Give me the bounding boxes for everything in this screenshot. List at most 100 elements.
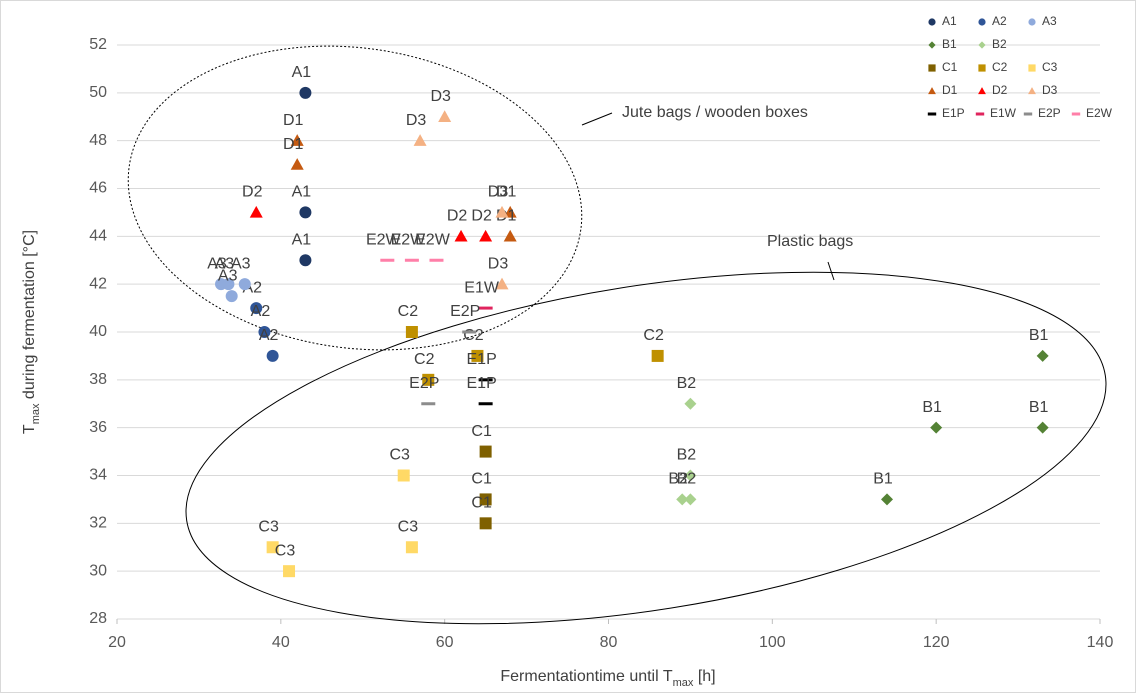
data-label: E2W bbox=[366, 231, 402, 248]
legend-marker bbox=[928, 64, 936, 72]
callout-line bbox=[581, 112, 613, 126]
data-label: D1 bbox=[283, 136, 304, 153]
data-label: C3 bbox=[258, 518, 279, 535]
data-label: D3 bbox=[406, 112, 427, 129]
y-axis-title: Tmax during fermentation [°C] bbox=[21, 230, 42, 434]
legend-label: C1 bbox=[942, 60, 958, 74]
legend-label: E2W bbox=[1086, 106, 1113, 120]
data-label: C1 bbox=[471, 495, 492, 512]
point bbox=[684, 397, 697, 410]
data-label: A3 bbox=[207, 255, 227, 272]
data-label: A1 bbox=[292, 184, 312, 201]
data-label: B2 bbox=[668, 471, 688, 488]
legend-label: E1P bbox=[942, 106, 965, 120]
x-tick-label: 40 bbox=[272, 634, 290, 651]
point bbox=[258, 326, 271, 338]
point bbox=[479, 493, 492, 506]
point bbox=[299, 86, 312, 99]
data-label: A3 bbox=[218, 267, 238, 284]
data-label: E1W bbox=[464, 279, 500, 296]
point bbox=[684, 493, 697, 506]
legend-marker bbox=[975, 112, 985, 116]
callout-line bbox=[827, 261, 835, 281]
point bbox=[479, 517, 492, 530]
data-label: A3 bbox=[231, 255, 251, 272]
legend-label: A1 bbox=[942, 14, 957, 28]
point bbox=[397, 469, 410, 482]
point bbox=[930, 421, 943, 434]
point bbox=[495, 277, 509, 290]
x-axis-title: Fermentationtime until Tmax [h] bbox=[500, 668, 715, 689]
legend-marker bbox=[1023, 112, 1033, 116]
y-tick-label: 34 bbox=[89, 467, 107, 484]
legend-marker bbox=[978, 18, 986, 26]
y-tick-label: 42 bbox=[89, 275, 107, 292]
legend-label: C2 bbox=[992, 60, 1008, 74]
data-label: C3 bbox=[389, 447, 410, 464]
y-tick-label: 50 bbox=[89, 84, 107, 101]
point bbox=[299, 206, 312, 219]
data-label: E2W bbox=[391, 231, 427, 248]
legend-label: B1 bbox=[942, 37, 957, 51]
x-tick-label: 140 bbox=[1087, 634, 1114, 651]
data-label: C2 bbox=[398, 303, 419, 320]
y-tick-label: 36 bbox=[89, 419, 107, 436]
point bbox=[250, 302, 263, 315]
y-tick-label: 32 bbox=[89, 515, 107, 532]
y-tick-label: 44 bbox=[89, 228, 107, 245]
data-label: E2P bbox=[450, 303, 480, 320]
data-label: E1P bbox=[467, 351, 497, 368]
point bbox=[249, 205, 263, 218]
legend-marker bbox=[1028, 64, 1036, 72]
x-tick-label: 20 bbox=[108, 634, 126, 651]
point bbox=[495, 205, 509, 218]
point bbox=[238, 278, 251, 291]
point bbox=[478, 306, 493, 310]
y-tick-label: 38 bbox=[89, 371, 107, 388]
point bbox=[503, 205, 517, 218]
axis-title-part: max bbox=[30, 403, 42, 424]
legend-marker bbox=[928, 87, 936, 95]
legend-label: D2 bbox=[992, 83, 1008, 97]
legend-label: A2 bbox=[992, 14, 1007, 28]
data-label: A2 bbox=[259, 327, 279, 344]
legend: A1 A2 A3 B1 B2 C1 C2 C3 D1 D2 D3 E1P E1W E2P E2W bbox=[927, 14, 1113, 120]
point bbox=[1036, 421, 1049, 434]
point bbox=[222, 278, 235, 291]
point bbox=[478, 402, 493, 406]
point bbox=[266, 349, 279, 362]
data-label: D1 bbox=[283, 112, 304, 129]
point bbox=[462, 330, 477, 334]
data-label: C2 bbox=[414, 351, 435, 368]
point bbox=[479, 445, 492, 458]
point bbox=[479, 229, 493, 242]
data-label: E2P bbox=[409, 375, 439, 392]
data-label: B2 bbox=[677, 447, 697, 464]
data-label: A2 bbox=[251, 303, 271, 320]
point bbox=[651, 349, 664, 362]
x-tick-label: 60 bbox=[436, 634, 454, 651]
legend-marker bbox=[1071, 112, 1081, 116]
legend-marker bbox=[927, 112, 937, 116]
point bbox=[404, 258, 419, 262]
point bbox=[405, 541, 418, 554]
data-label: D2 bbox=[447, 208, 468, 225]
legend-label: A3 bbox=[1042, 14, 1057, 28]
point bbox=[422, 373, 435, 386]
data-label: E2W bbox=[415, 231, 451, 248]
legend-marker bbox=[1028, 18, 1036, 26]
legend-label: D1 bbox=[942, 83, 958, 97]
jute-ellipse bbox=[127, 45, 583, 351]
data-label: A1 bbox=[292, 64, 312, 81]
point bbox=[478, 378, 493, 382]
point bbox=[405, 326, 418, 338]
legend-label: C3 bbox=[1042, 60, 1058, 74]
legend-label: B2 bbox=[992, 37, 1007, 51]
data-label: C3 bbox=[275, 542, 296, 559]
point bbox=[290, 158, 304, 170]
legend-marker bbox=[928, 18, 936, 26]
point bbox=[503, 229, 517, 242]
y-tick-label: 40 bbox=[89, 323, 107, 340]
